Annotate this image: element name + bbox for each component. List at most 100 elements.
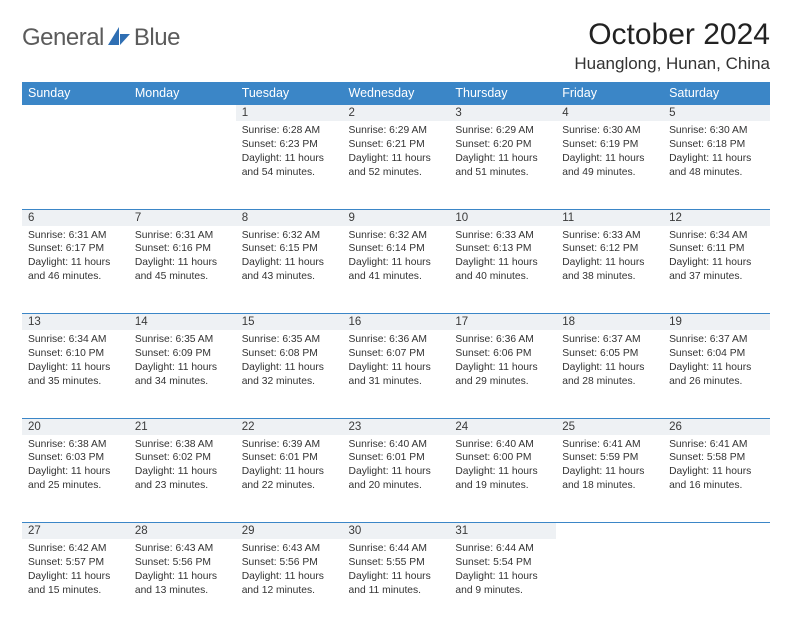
sunrise-line: Sunrise: 6:40 AM xyxy=(349,438,444,452)
sunset-line: Sunset: 6:17 PM xyxy=(28,242,123,256)
daylight-line-1: Daylight: 11 hours xyxy=(669,256,764,270)
daylight-line-2: and 11 minutes. xyxy=(349,584,444,598)
daylight-line-1: Daylight: 11 hours xyxy=(135,256,230,270)
sunrise-line: Sunrise: 6:31 AM xyxy=(135,229,230,243)
sunrise-line: Sunrise: 6:34 AM xyxy=(28,333,123,347)
daylight-line-2: and 22 minutes. xyxy=(242,479,337,493)
daylight-line-2: and 19 minutes. xyxy=(455,479,550,493)
sunset-line: Sunset: 6:19 PM xyxy=(562,138,657,152)
sunrise-line: Sunrise: 6:39 AM xyxy=(242,438,337,452)
daylight-line-1: Daylight: 11 hours xyxy=(349,465,444,479)
sunrise-line: Sunrise: 6:44 AM xyxy=(349,542,444,556)
daylight-line-2: and 28 minutes. xyxy=(562,375,657,389)
sunset-line: Sunset: 6:21 PM xyxy=(349,138,444,152)
day-number-cell: 14 xyxy=(129,314,236,331)
sunset-line: Sunset: 6:09 PM xyxy=(135,347,230,361)
sunset-line: Sunset: 6:11 PM xyxy=(669,242,764,256)
daylight-line-2: and 25 minutes. xyxy=(28,479,123,493)
sunrise-line: Sunrise: 6:35 AM xyxy=(242,333,337,347)
sunset-line: Sunset: 6:00 PM xyxy=(455,451,550,465)
daylight-line-1: Daylight: 11 hours xyxy=(562,361,657,375)
day-number-cell: 13 xyxy=(22,314,129,331)
day-body-cell: Sunrise: 6:29 AMSunset: 6:21 PMDaylight:… xyxy=(343,121,450,209)
day-number-cell: 8 xyxy=(236,209,343,226)
daylight-line-1: Daylight: 11 hours xyxy=(669,361,764,375)
day-body-cell xyxy=(22,121,129,209)
day-body-cell xyxy=(129,121,236,209)
calendar-body-row: Sunrise: 6:34 AMSunset: 6:10 PM Daylight:… xyxy=(22,330,770,418)
daylight-line-1: Daylight: 11 hours xyxy=(135,361,230,375)
sunrise-line: Sunrise: 6:31 AM xyxy=(28,229,123,243)
location-subtitle: Huanglong, Hunan, China xyxy=(574,54,770,74)
day-number-cell: 4 xyxy=(556,105,663,122)
calendar-body-row: Sunrise: 6:38 AMSunset: 6:03 PMDaylight:… xyxy=(22,435,770,523)
sunset-line: Sunset: 6:10 PM xyxy=(28,347,123,361)
daylight-line-1: Daylight: 11 hours xyxy=(455,361,550,375)
day-body-cell: Sunrise: 6:32 AMSunset: 6:15 PMDaylight:… xyxy=(236,226,343,314)
day-number-cell xyxy=(663,523,770,540)
sunset-line: Sunset: 5:56 PM xyxy=(135,556,230,570)
day-body-cell: Sunrise: 6:29 AMSunset: 6:20 PMDaylight:… xyxy=(449,121,556,209)
daylight-line-2: and 40 minutes. xyxy=(455,270,550,284)
sunrise-line: Sunrise: 6:36 AM xyxy=(349,333,444,347)
day-number-cell: 29 xyxy=(236,523,343,540)
daylight-line-1: Daylight: 11 hours xyxy=(28,570,123,584)
day-number-cell: 22 xyxy=(236,418,343,435)
daylight-line-2: and 52 minutes. xyxy=(349,166,444,180)
daylight-line-2: and 49 minutes. xyxy=(562,166,657,180)
daylight-line-1: Daylight: 11 hours xyxy=(562,256,657,270)
daylight-line-1: Daylight: 11 hours xyxy=(135,570,230,584)
day-body-cell: Sunrise: 6:32 AMSunset: 6:14 PMDaylight:… xyxy=(343,226,450,314)
daylight-line-1: Daylight: 11 hours xyxy=(349,256,444,270)
sunrise-line: Sunrise: 6:32 AM xyxy=(242,229,337,243)
sunset-line: Sunset: 5:57 PM xyxy=(28,556,123,570)
day-number-cell: 26 xyxy=(663,418,770,435)
sunrise-line: Sunrise: 6:44 AM xyxy=(455,542,550,556)
daylight-line-1: Daylight: 11 hours xyxy=(455,256,550,270)
daylight-line-1: Daylight: 11 hours xyxy=(455,152,550,166)
sunrise-line: Sunrise: 6:34 AM xyxy=(669,229,764,243)
sunrise-line: Sunrise: 6:43 AM xyxy=(135,542,230,556)
day-body-cell: Sunrise: 6:40 AMSunset: 6:00 PMDaylight:… xyxy=(449,435,556,523)
calendar-daynum-row: 2728293031 xyxy=(22,523,770,540)
daylight-line-2: and 31 minutes. xyxy=(349,375,444,389)
day-number-cell: 10 xyxy=(449,209,556,226)
daylight-line-2: and 15 minutes. xyxy=(28,584,123,598)
day-body-cell xyxy=(556,539,663,627)
daylight-line-2: and 16 minutes. xyxy=(669,479,764,493)
sunrise-line: Sunrise: 6:38 AM xyxy=(28,438,123,452)
weekday-header-cell: Tuesday xyxy=(236,82,343,105)
daylight-line-1: Daylight: 11 hours xyxy=(242,256,337,270)
day-number-cell: 15 xyxy=(236,314,343,331)
day-number-cell xyxy=(22,105,129,122)
sunset-line: Sunset: 6:20 PM xyxy=(455,138,550,152)
sunset-line: Sunset: 5:56 PM xyxy=(242,556,337,570)
calendar-daynum-row: 13141516171819 xyxy=(22,314,770,331)
sunset-line: Sunset: 6:04 PM xyxy=(669,347,764,361)
day-number-cell: 31 xyxy=(449,523,556,540)
sunset-line: Sunset: 6:05 PM xyxy=(562,347,657,361)
daylight-line-2: and 54 minutes. xyxy=(242,166,337,180)
sunrise-line: Sunrise: 6:38 AM xyxy=(135,438,230,452)
day-number-cell: 1 xyxy=(236,105,343,122)
weekday-header-cell: Friday xyxy=(556,82,663,105)
day-number-cell: 16 xyxy=(343,314,450,331)
daylight-line-2: and 9 minutes. xyxy=(455,584,550,598)
day-body-cell: Sunrise: 6:43 AMSunset: 5:56 PMDaylight:… xyxy=(236,539,343,627)
day-body-cell: Sunrise: 6:34 AMSunset: 6:10 PMDaylight:… xyxy=(22,330,129,418)
sunrise-line: Sunrise: 6:37 AM xyxy=(669,333,764,347)
day-number-cell: 20 xyxy=(22,418,129,435)
sunset-line: Sunset: 6:06 PM xyxy=(455,347,550,361)
daylight-line-1: Daylight: 11 hours xyxy=(455,570,550,584)
day-number-cell: 25 xyxy=(556,418,663,435)
sunset-line: Sunset: 6:01 PM xyxy=(349,451,444,465)
sunrise-line: Sunrise: 6:41 AM xyxy=(669,438,764,452)
sunset-line: Sunset: 6:18 PM xyxy=(669,138,764,152)
daylight-line-1: Daylight: 11 hours xyxy=(135,465,230,479)
day-body-cell: Sunrise: 6:37 AMSunset: 6:05 PMDaylight:… xyxy=(556,330,663,418)
sunrise-line: Sunrise: 6:42 AM xyxy=(28,542,123,556)
brand-word1: General xyxy=(22,24,104,52)
calendar-daynum-row: 6789101112 xyxy=(22,209,770,226)
sunset-line: Sunset: 6:01 PM xyxy=(242,451,337,465)
day-number-cell: 9 xyxy=(343,209,450,226)
